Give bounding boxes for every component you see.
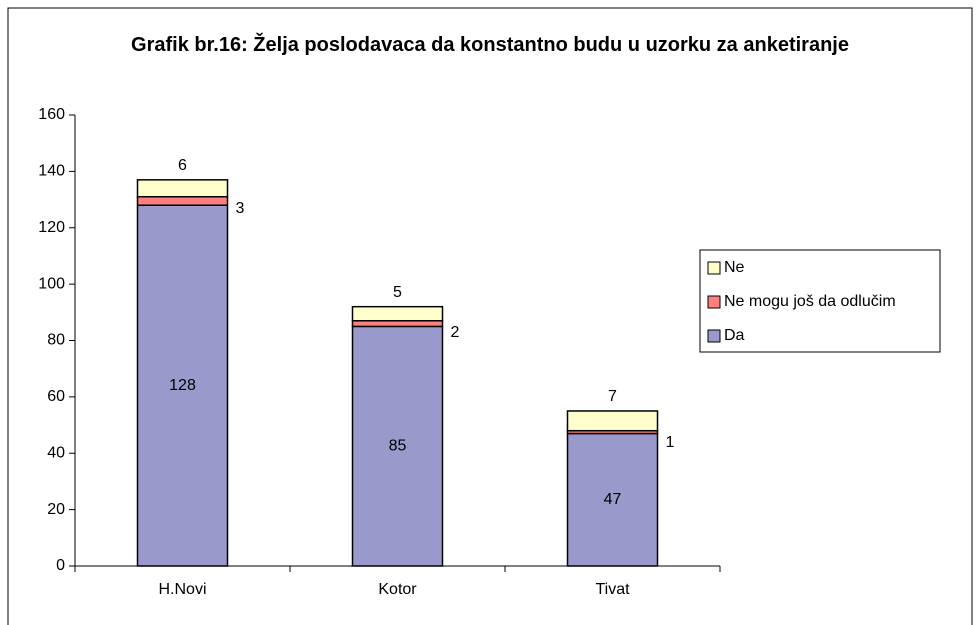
data-label: 3 — [236, 200, 245, 217]
data-label: 1 — [666, 434, 675, 451]
legend-swatch — [707, 295, 721, 309]
bar-segment — [566, 410, 659, 432]
bar-segment — [351, 325, 444, 567]
bar-segment — [351, 305, 444, 322]
y-tick-label: 0 — [56, 557, 65, 574]
legend-label: Ne mogu još da odlučim — [724, 293, 896, 310]
bar-segment — [136, 195, 229, 206]
chart-title: Grafik br.16: Želja poslodavaca da konst… — [131, 34, 849, 56]
x-tick-label: Kotor — [378, 581, 417, 598]
legend-label: Da — [724, 327, 745, 344]
data-label: 7 — [608, 388, 617, 405]
bar-segment — [136, 179, 229, 198]
y-tick-label: 40 — [47, 444, 65, 461]
data-label: 85 — [389, 437, 407, 454]
bar-segment — [566, 432, 659, 567]
x-tick-label: H.Novi — [158, 581, 206, 598]
legend-swatch — [707, 329, 721, 343]
y-tick-label: 160 — [38, 106, 65, 123]
y-tick-label: 20 — [47, 501, 65, 518]
data-label: 47 — [604, 491, 622, 508]
x-tick-label: Tivat — [595, 581, 630, 598]
data-label: 5 — [393, 284, 402, 301]
y-tick-label: 60 — [47, 388, 65, 405]
data-label: 6 — [178, 157, 187, 174]
y-tick-label: 140 — [38, 163, 65, 180]
legend-swatch — [707, 261, 721, 275]
y-tick-label: 120 — [38, 219, 65, 236]
data-label: 128 — [169, 377, 196, 394]
legend-box — [699, 249, 941, 353]
data-label: 2 — [451, 324, 460, 341]
y-tick-label: 80 — [47, 332, 65, 349]
y-tick-label: 100 — [38, 275, 65, 292]
bar-segment — [351, 320, 444, 328]
legend-label: Ne — [724, 259, 745, 276]
